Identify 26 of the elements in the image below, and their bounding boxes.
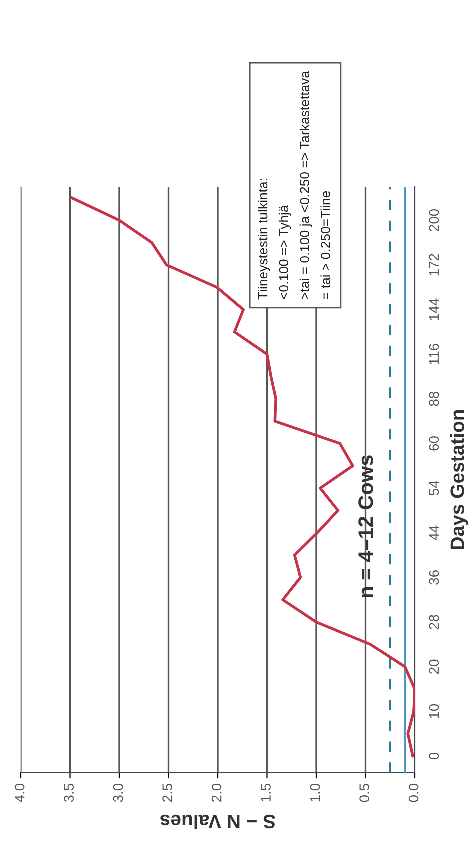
y-tick-label: 60 [429,436,440,451]
y-tick-label: 36 [429,570,440,585]
annotation: Tiineystestin tulkinta: <0.100 => Tyhjä >tai = 0.100 ja <0.250 => Tarkastettava = tai > 0.250=Tiine [258,71,330,300]
y-tick-label: 54 [429,481,440,496]
x-tick-label: 1.5 [261,784,271,802]
x-tick-label: 3.5 [64,784,74,802]
x-tick-label: 2.0 [212,784,222,802]
y-tick-label: 144 [429,298,439,320]
y-tick-label: 172 [429,254,439,276]
text: n = 4–12 Cows [358,456,374,598]
x-tick-label: 4.0 [14,784,25,802]
y-tick-label: 44 [429,526,439,540]
y-tick-label: 0 [429,752,440,760]
y-tick-label: 116 [429,344,440,364]
y-tick-label: 200 [429,209,440,232]
y-axis-title: Days Gestation [450,410,468,550]
y-tick-label: 88 [429,392,440,406]
x-tick-label: 0.0 [408,784,419,802]
x-axis-title: S − N Values [160,814,276,830]
x-tick-label: 0.5 [360,784,370,802]
y-tick-label: 10 [429,704,440,718]
x-tick-label: 1.0 [310,784,320,802]
x-tick-label: 3.0 [113,784,124,802]
x-tick-label: 2.5 [162,784,172,802]
y-tick-label: 20 [429,660,440,674]
y-tick-label: 28 [429,615,440,630]
